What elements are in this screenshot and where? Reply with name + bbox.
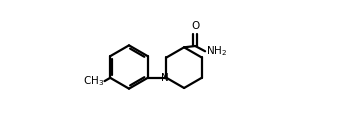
- Text: N: N: [161, 73, 169, 83]
- Text: O: O: [191, 21, 199, 31]
- Text: CH$_3$: CH$_3$: [83, 74, 104, 88]
- Text: NH$_2$: NH$_2$: [206, 44, 227, 58]
